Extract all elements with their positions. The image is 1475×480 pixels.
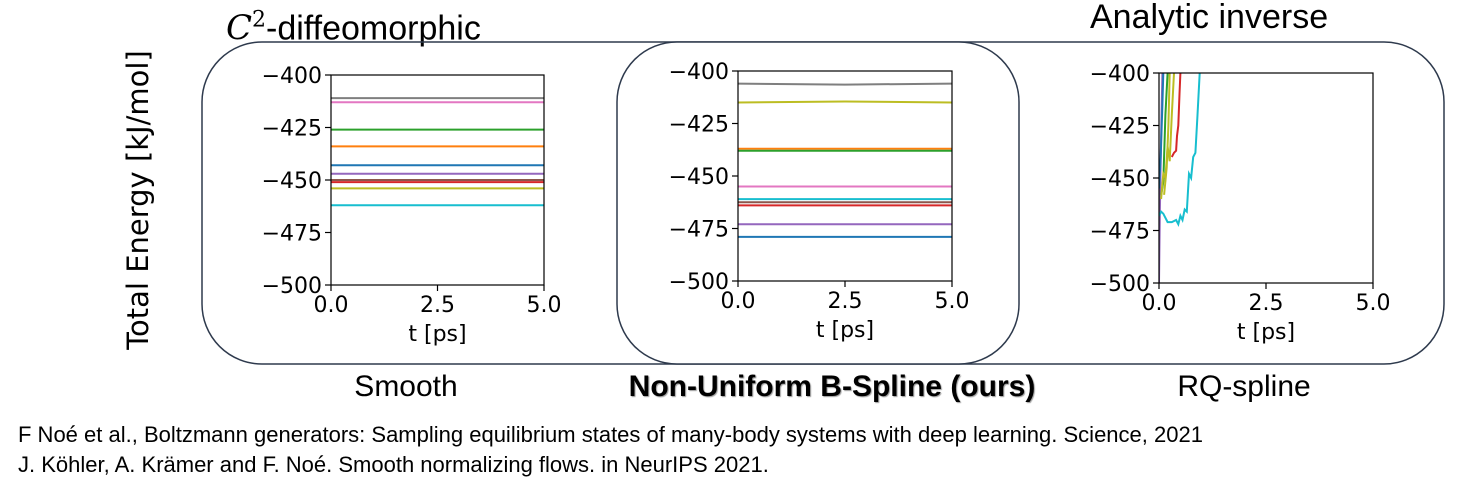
- panel-label-rqspline: RQ-spline: [1177, 370, 1311, 403]
- x-tick-label: 0.0: [314, 293, 349, 318]
- panel-label-nubspline: Non-Uniform B-Spline (ours): [628, 370, 1036, 403]
- series-line-2: [1159, 73, 1165, 189]
- y-tick-label: −450: [669, 165, 729, 190]
- x-tick-label: 2.5: [828, 289, 863, 314]
- x-axis-title: t [ps]: [408, 322, 466, 347]
- y-tick-label: −425: [1090, 115, 1150, 140]
- x-tick-label: 0.0: [721, 289, 756, 314]
- series-group: [738, 82, 952, 238]
- y-tick-label: −475: [669, 218, 729, 243]
- x-tick-label: 0.0: [1142, 291, 1177, 316]
- series-line-1: [738, 82, 952, 86]
- y-tick-label: −425: [262, 117, 322, 142]
- left-header: C2-diffeomorphic: [226, 4, 481, 45]
- x-tick-label: 5.0: [1356, 291, 1391, 316]
- y-tick-label: −450: [1090, 167, 1150, 192]
- x-tick-label: 2.5: [1249, 291, 1284, 316]
- x-axis-title: t [ps]: [1237, 320, 1295, 345]
- series-line-2: [738, 100, 952, 104]
- y-tick-label: −475: [1090, 220, 1150, 245]
- right-header: Analytic inverse: [1090, 0, 1329, 36]
- y-tick-label: −400: [1090, 62, 1150, 87]
- y-tick-label: −500: [1090, 272, 1150, 297]
- left-header-text: -diffeomorphic: [266, 9, 481, 48]
- series-line-6: [1170, 73, 1182, 158]
- x-tick-label: 5.0: [935, 289, 970, 314]
- series-group: [331, 97, 544, 207]
- y-tick-label: −400: [669, 60, 729, 85]
- x-axis-title: t [ps]: [816, 318, 874, 343]
- y-tick-label: −500: [669, 270, 729, 295]
- y-tick-label: −450: [262, 169, 322, 194]
- c2-math: C2: [226, 8, 267, 49]
- y-tick-label: −475: [262, 222, 322, 247]
- reference-2: J. Köhler, A. Krämer and F. Noé. Smooth …: [18, 452, 769, 477]
- series-line-7: [1159, 73, 1201, 227]
- y-tick-label: −400: [262, 64, 322, 89]
- y-tick-label: −425: [669, 113, 729, 138]
- panel-label-smooth: Smooth: [354, 370, 458, 403]
- series-line-5: [1163, 73, 1171, 195]
- y-tick-label: −500: [262, 274, 322, 299]
- x-tick-label: 2.5: [420, 293, 455, 318]
- series-group: [1159, 73, 1201, 283]
- x-tick-label: 5.0: [527, 293, 562, 318]
- reference-1: F Noé et al., Boltzmann generators: Samp…: [18, 422, 1203, 447]
